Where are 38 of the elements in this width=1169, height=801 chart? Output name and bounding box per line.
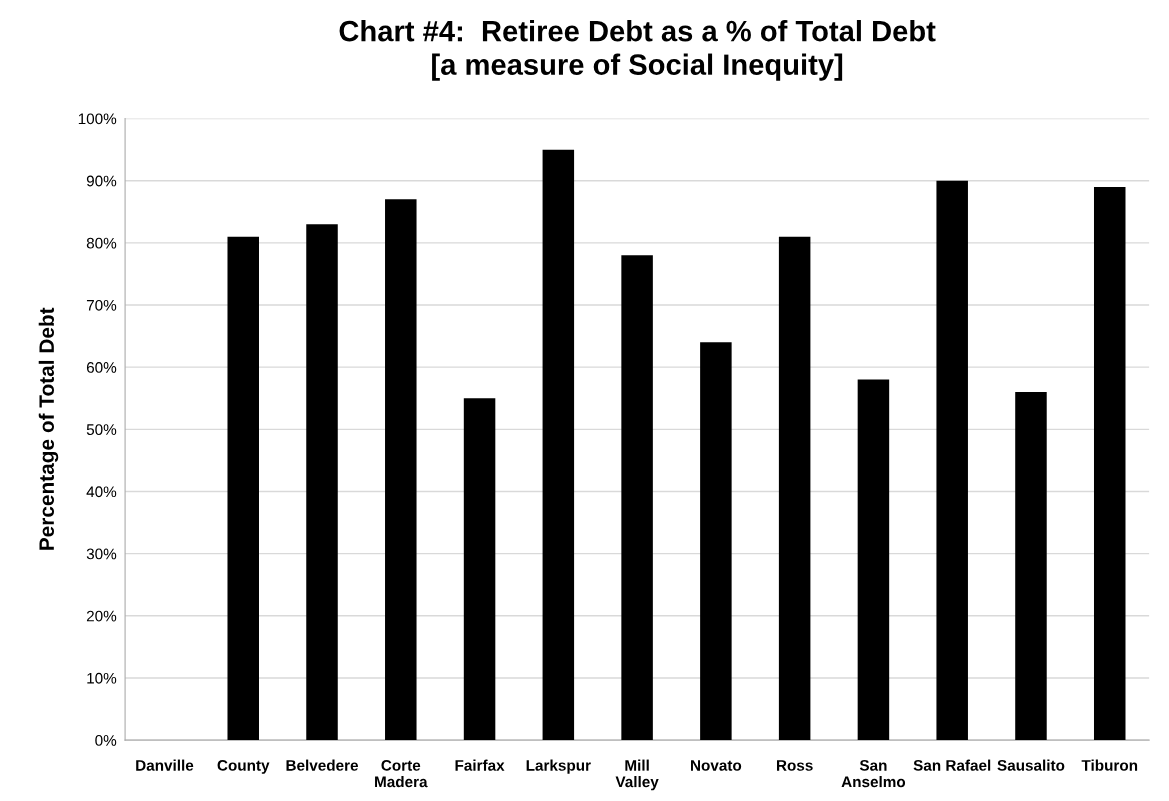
y-tick-label: 100%: [78, 113, 117, 125]
bar: [306, 224, 338, 741]
y-tick-label: 80%: [86, 237, 117, 249]
x-tick-label: Larkspur: [526, 759, 591, 774]
y-tick-label: 90%: [86, 175, 117, 187]
y-axis-title: Percentage of Total Debt: [38, 307, 59, 550]
x-tick-label: Belvedere: [286, 759, 359, 771]
y-tick-label: 50%: [86, 424, 117, 436]
x-tick-label: County: [217, 759, 270, 774]
x-tick-label: Sausalito: [997, 759, 1065, 771]
y-tick-label: 30%: [86, 548, 117, 560]
bar: [700, 342, 732, 741]
y-tick-label: 70%: [86, 299, 117, 311]
bar: [1093, 186, 1126, 741]
bar: [1015, 392, 1047, 741]
y-tick-label: 40%: [86, 486, 117, 498]
y-tick-label: 0%: [95, 734, 117, 746]
x-tick-label: San Rafael: [913, 759, 991, 771]
bar: [463, 398, 496, 741]
x-tick-label: Danville: [136, 759, 194, 771]
bar: [227, 236, 259, 741]
y-tick-label: 20%: [86, 610, 117, 622]
x-tick-label: Ross: [776, 760, 813, 771]
bar: [542, 149, 575, 741]
y-tick-label: 10%: [87, 672, 117, 684]
x-tick-label: Novato: [691, 760, 742, 771]
bar: [385, 199, 417, 741]
bar: [857, 379, 890, 741]
bar: [621, 255, 653, 741]
bar: [936, 180, 968, 741]
x-tick-label: Fairfax: [455, 759, 505, 771]
x-tick-label: Tiburon: [1081, 759, 1138, 771]
x-tick-label: Corte Madera: [375, 759, 428, 788]
x-tick-label: San Anselmo: [841, 759, 906, 788]
y-tick-label: 60%: [86, 362, 117, 373]
bar: [778, 236, 811, 741]
chart-title: Chart #4: Retiree Debt as a % of Total Debt [a measure of Social Inequity]: [339, 20, 936, 81]
x-tick-label: Mill Valley: [615, 759, 659, 791]
